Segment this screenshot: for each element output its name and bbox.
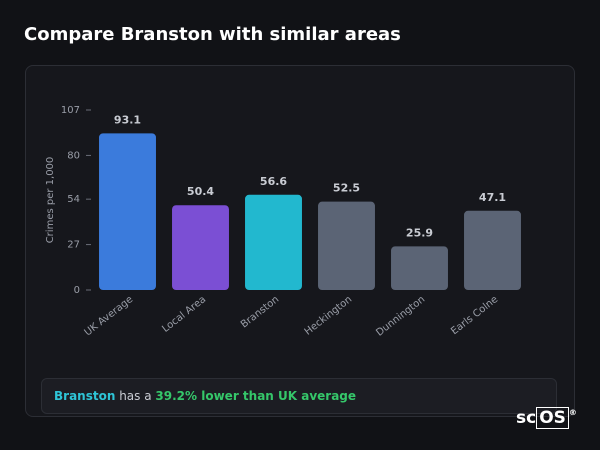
- data-label: 52.5: [333, 182, 360, 195]
- logo: sc OS ®: [516, 407, 577, 429]
- y-tick-label: 80: [67, 150, 80, 161]
- data-label: 25.9: [406, 226, 433, 239]
- data-label: 50.4: [187, 185, 214, 198]
- data-label: 56.6: [260, 175, 287, 188]
- x-tick-label: UK Average: [83, 294, 136, 338]
- bar: [464, 210, 521, 290]
- x-tick-label: Local Area: [160, 294, 208, 335]
- logo-mark: ®: [568, 408, 577, 417]
- y-tick-label: 27: [67, 240, 80, 251]
- y-tick-label: 107: [61, 105, 80, 116]
- chart-title: Compare Branston with similar areas: [24, 24, 401, 45]
- bar: [318, 201, 375, 290]
- y-tick-label: 0: [74, 285, 80, 296]
- data-label: 47.1: [479, 191, 506, 204]
- bar: [99, 133, 156, 290]
- bar: [391, 246, 448, 290]
- y-tick-label: 54: [67, 194, 80, 205]
- x-tick-label: Branston: [239, 294, 281, 330]
- summary-text: has a: [119, 389, 152, 403]
- logo-prefix: sc: [516, 408, 537, 428]
- x-tick-label: Heckington: [303, 294, 355, 338]
- summary-area: Branston: [54, 389, 116, 403]
- x-tick-label: Dunnington: [374, 294, 427, 339]
- x-tick-label: Earls Colne: [449, 294, 500, 337]
- summary: Branston has a 39.2% lower than UK avera…: [41, 378, 557, 414]
- data-label: 93.1: [114, 113, 141, 126]
- logo-box: OS: [536, 407, 569, 429]
- summary-highlight: 39.2% lower than UK average: [155, 389, 357, 403]
- bar: [172, 205, 229, 290]
- bar: [245, 194, 302, 290]
- y-axis-label: Crimes per 1,000: [45, 157, 56, 244]
